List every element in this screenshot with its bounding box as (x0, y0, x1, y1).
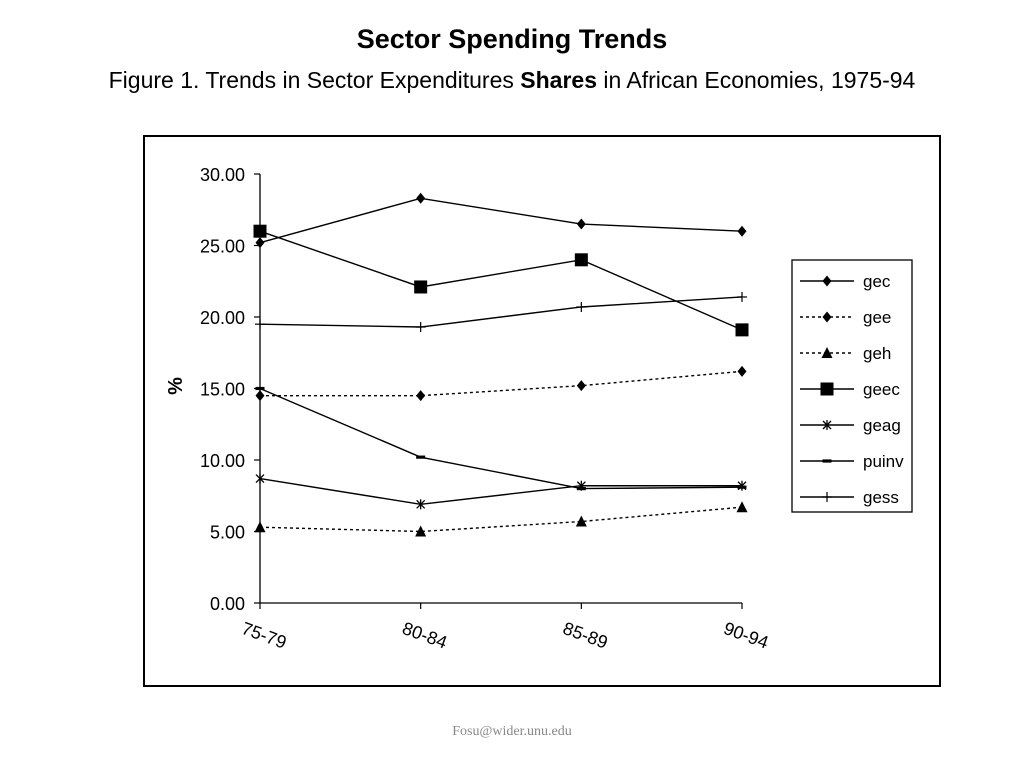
series-line-puinv (259, 387, 743, 490)
data-point-geec (253, 224, 267, 238)
slide-title: Sector Spending Trends (356, 24, 668, 54)
legend-item-gee: gee (800, 308, 891, 327)
data-point-geag (255, 473, 265, 484)
data-point-gess (737, 291, 747, 302)
legend-label: gess (863, 488, 899, 507)
x-tick-label: 75-79 (239, 618, 289, 653)
legend-label: gee (863, 308, 891, 327)
series-puinv (255, 386, 747, 491)
series-line-gess (259, 296, 743, 328)
data-point-geh (575, 515, 587, 527)
legend-label: geec (863, 380, 900, 399)
legend-item-geh: geh (800, 344, 891, 363)
data-point-puinv (737, 485, 747, 489)
legend-marker-gess (822, 492, 832, 502)
caption-text-end: in African Economies, 1975-94 (597, 67, 916, 93)
data-point-geag (416, 499, 426, 510)
legend-item-puinv: puinv (800, 452, 904, 471)
series-layer (253, 192, 749, 537)
legend-label: gec (863, 272, 891, 291)
chart-legend: gec gee geh geec geag puinv gess (791, 259, 913, 513)
caption-bold-word: Shares (520, 67, 597, 93)
y-tick-label: 15.00 (200, 380, 245, 400)
data-point-gee (576, 380, 586, 392)
data-point-gee (737, 365, 747, 377)
series-gess (255, 291, 747, 333)
chart-frame (143, 135, 941, 687)
data-point-geec (414, 280, 428, 294)
data-point-puinv (576, 487, 586, 491)
data-point-geh (254, 521, 266, 533)
x-tick-label: 90-94 (721, 618, 771, 653)
legend-marker-geh (821, 347, 833, 358)
legend-item-geec: geec (800, 380, 900, 399)
legend-marker-puinv (822, 459, 832, 463)
series-line-gec (259, 197, 743, 244)
footer-email: Fosu@wider.unu.edu (452, 724, 572, 739)
data-point-gec (576, 218, 586, 230)
data-point-gee (416, 390, 426, 402)
data-point-geec (735, 323, 749, 337)
legend-marker-gec (822, 275, 832, 287)
data-point-gess (576, 301, 587, 312)
series-line-geec (259, 230, 743, 331)
legend-marker-geec (820, 382, 834, 396)
figure-caption: Figure 1. Trends in Sector Expenditures … (90, 64, 934, 96)
chart-axes: 0.00 5.00 10.00 15.00 20.00 25.00 30.00 75-79 80… (165, 165, 771, 653)
legend-marker-gee (822, 311, 832, 323)
legend-item-gec: gec (800, 272, 891, 291)
data-point-geec (574, 253, 588, 267)
data-point-gec (416, 192, 426, 204)
series-gec (255, 192, 747, 249)
y-tick-label: 0.00 (210, 594, 245, 614)
data-point-gess (255, 319, 265, 330)
y-tick-label: 10.00 (200, 451, 245, 471)
series-geec (253, 224, 749, 337)
data-point-gess (415, 322, 426, 333)
data-point-geh (736, 501, 748, 513)
legend-box (791, 259, 913, 513)
y-tick-label: 5.00 (210, 523, 245, 543)
series-line-geh (259, 506, 743, 533)
legend-label: puinv (863, 452, 904, 471)
data-point-puinv (416, 455, 426, 459)
y-tick-label: 30.00 (200, 165, 245, 185)
x-tick-label: 85-89 (560, 618, 610, 653)
y-axis-label: % (165, 377, 187, 395)
legend-item-gess: gess (800, 488, 899, 507)
series-line-geag (259, 477, 742, 506)
series-geh (254, 501, 748, 537)
legend-label: geh (863, 344, 891, 363)
series-geag (255, 473, 747, 510)
data-point-puinv (255, 386, 265, 391)
data-point-gec (255, 237, 265, 249)
y-tick-label: 25.00 (200, 237, 245, 257)
series-line-gee (260, 370, 743, 397)
caption-text-start: Figure 1. Trends in Sector Expenditures (108, 67, 521, 93)
legend-item-geag: geag (800, 416, 901, 435)
data-point-gee (255, 390, 265, 402)
series-gee (255, 365, 747, 402)
y-tick-label: 20.00 (200, 308, 245, 328)
x-tick-label: 80-84 (400, 618, 450, 653)
data-point-gec (737, 225, 747, 237)
legend-label: geag (863, 416, 901, 435)
data-point-geh (415, 525, 427, 537)
legend-marker-geag (822, 420, 832, 430)
